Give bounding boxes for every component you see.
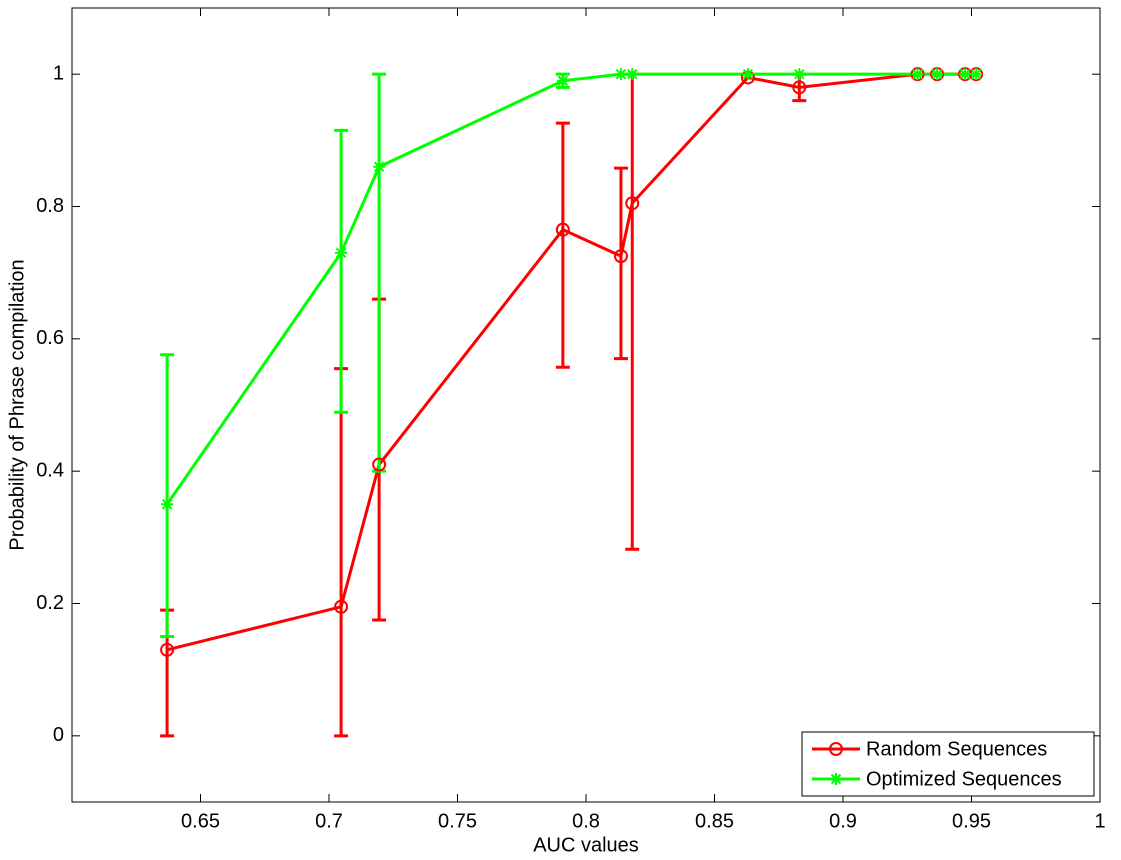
error-bar — [555, 121, 570, 369]
legend-marker — [830, 773, 842, 785]
y-tick-label: 1 — [53, 62, 64, 84]
marker — [335, 246, 348, 259]
x-tick-label: 0.75 — [438, 810, 477, 832]
y-axis-label: Probability of Phrase compilation — [6, 259, 28, 550]
marker — [911, 68, 924, 81]
marker — [959, 68, 972, 81]
x-tick-label: 0.7 — [315, 810, 343, 832]
marker — [970, 68, 983, 81]
marker — [931, 68, 944, 81]
marker — [613, 249, 628, 264]
error-bar — [334, 128, 349, 414]
marker — [161, 498, 174, 511]
y-tick-label: 0 — [53, 724, 64, 746]
x-tick-label: 0.65 — [181, 810, 220, 832]
legend-marker — [829, 742, 843, 756]
legend-box — [801, 731, 1095, 797]
y-tick-label: 0.4 — [36, 459, 64, 481]
y-tick-label: 0.6 — [36, 327, 64, 349]
legend-label: Optimized Sequences — [866, 768, 1062, 790]
marker — [373, 160, 386, 173]
x-axis-label: AUC values — [533, 834, 639, 856]
y-tick-label: 0.8 — [36, 195, 64, 217]
marker — [556, 74, 569, 87]
x-tick-label: 0.85 — [695, 810, 734, 832]
marker — [614, 68, 627, 81]
x-tick-label: 0.8 — [572, 810, 600, 832]
x-tick-label: 0.95 — [952, 810, 991, 832]
marker — [334, 599, 349, 614]
marker — [792, 80, 807, 95]
y-tick-label: 0.2 — [36, 592, 64, 614]
marker — [741, 68, 754, 81]
error-bar — [160, 353, 175, 639]
marker — [555, 222, 570, 237]
marker — [793, 68, 806, 81]
marker — [160, 642, 175, 657]
marker — [626, 68, 639, 81]
legend-label: Random Sequences — [866, 738, 1047, 760]
error-bar — [613, 166, 628, 361]
x-tick-label: 0.9 — [829, 810, 857, 832]
marker — [372, 457, 387, 472]
marker — [625, 196, 640, 211]
x-tick-label: 1 — [1094, 810, 1105, 832]
plot-area — [71, 7, 1101, 803]
